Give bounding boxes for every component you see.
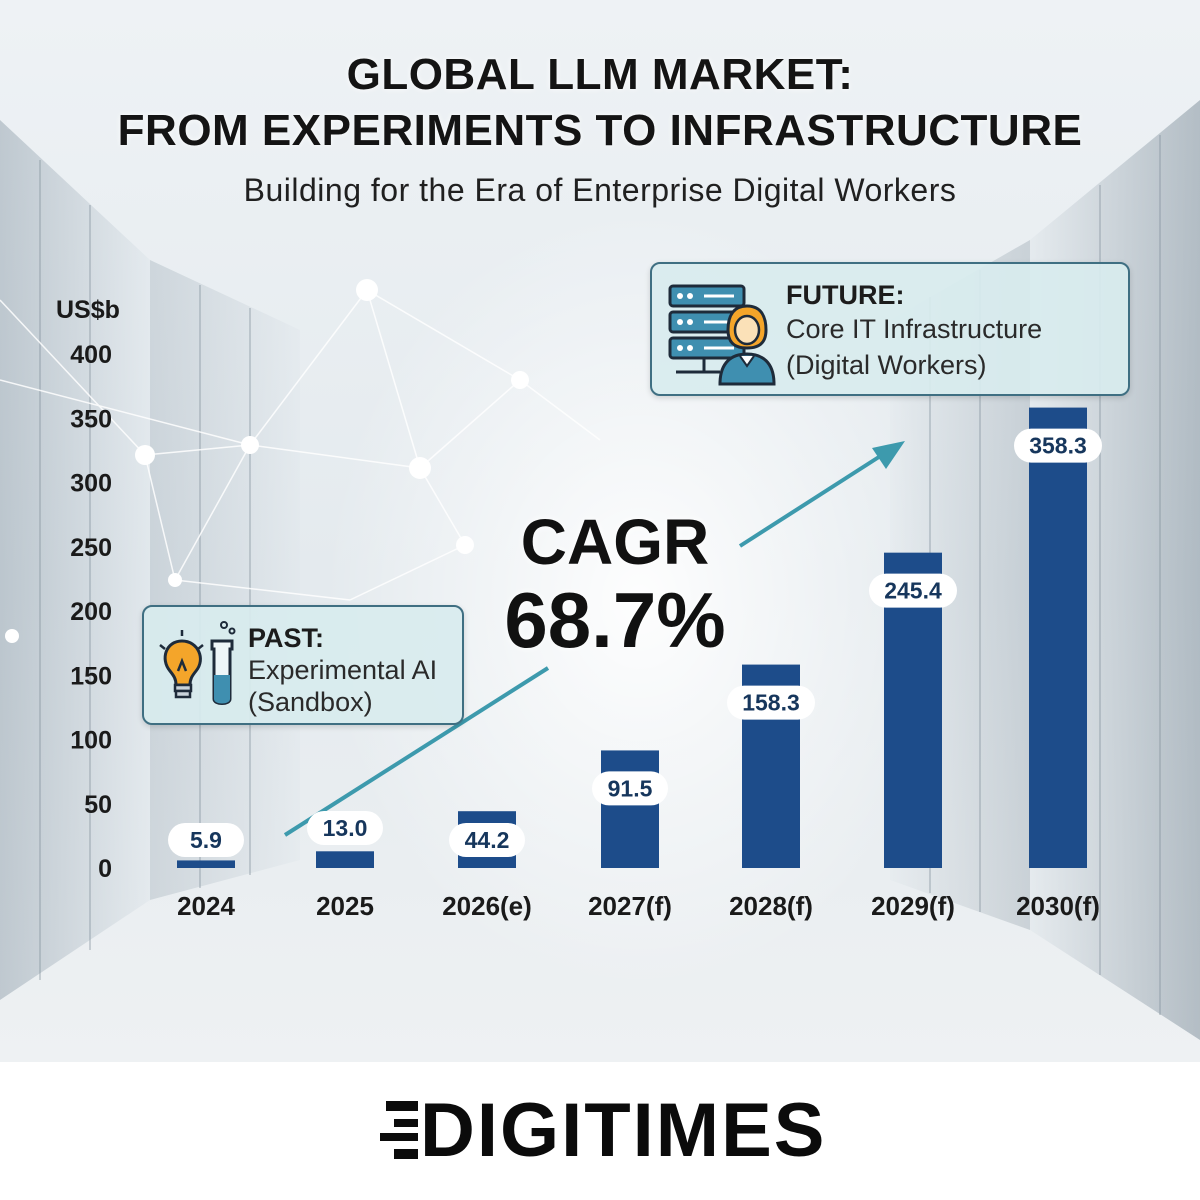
bar-2025 <box>316 851 374 868</box>
bar-2024 <box>177 860 235 868</box>
x-tick-label-2028(f): 2028(f) <box>729 891 813 921</box>
background-scene <box>0 100 1200 1040</box>
data-label-2028(f): 158.3 <box>742 690 800 716</box>
data-label-2029(f): 245.4 <box>884 578 942 604</box>
network-nodes <box>5 279 529 643</box>
left-rack-wall-far <box>150 260 300 900</box>
data-label-2025: 13.0 <box>323 815 368 841</box>
growth-arrow-head <box>872 441 905 469</box>
bars: 5.9 13.0 44.2 91.5 158.3 245.4 358.3 <box>168 407 1102 868</box>
future-heading: FUTURE: <box>786 280 905 310</box>
digitimes-logo-speed-lines-icon <box>380 1101 418 1159</box>
data-label-bg-2026(e) <box>449 823 525 857</box>
y-tick-label-350: 350 <box>70 405 112 433</box>
data-label-2027(f): 91.5 <box>608 775 653 801</box>
x-axis-ticks: 2024 2025 2026(e) 2027(f) 2028(f) 2029(f) 2030… <box>177 891 1100 921</box>
y-axis-unit-label: US$b <box>56 296 120 324</box>
y-tick-label-50: 50 <box>84 791 112 819</box>
bar-2027(f) <box>601 750 659 868</box>
future-line-1: Core IT Infrastructure <box>786 314 1043 344</box>
data-label-2024: 5.9 <box>190 827 222 853</box>
growth-arrow <box>283 441 905 837</box>
growth-arrow-lower-segment <box>283 666 550 837</box>
past-line-1: Experimental AI <box>248 655 438 685</box>
past-line-2: (Sandbox) <box>248 687 373 717</box>
subtitle: Building for the Era of Enterprise Digit… <box>243 172 957 208</box>
y-axis-ticks: 0 50 100 150 200 250 300 350 400 <box>70 341 112 883</box>
data-label-bg-2030(f) <box>1014 428 1102 463</box>
x-tick-label-2026(e): 2026(e) <box>442 891 532 921</box>
digital-worker-icon <box>718 304 776 386</box>
test-tube-icon <box>210 621 236 705</box>
data-label-bg-2024 <box>168 823 244 857</box>
title-line-2: FROM EXPERIMENTS TO INFRASTRUCTURE <box>117 106 1083 155</box>
bar-chart: US$b 0 50 100 150 200 250 300 350 400 5.9 13.0 44.… <box>56 296 1102 921</box>
data-label-bg-2027(f) <box>592 771 668 806</box>
y-tick-label-400: 400 <box>70 341 112 369</box>
data-label-2026(e): 44.2 <box>465 827 510 853</box>
bar-2030(f) <box>1029 407 1087 868</box>
x-tick-label-2025: 2025 <box>316 891 374 921</box>
data-label-bg-2028(f) <box>727 685 815 720</box>
y-tick-label-150: 150 <box>70 662 112 690</box>
footer: DIGITIMES <box>0 1062 1200 1200</box>
past-callout: PAST: Experimental AI (Sandbox) <box>142 605 464 725</box>
title-line-1: GLOBAL LLM MARKET: <box>346 50 854 99</box>
data-label-bg-2029(f) <box>869 573 957 608</box>
data-label-bg-2025 <box>307 811 383 845</box>
x-tick-label-2024: 2024 <box>177 891 235 921</box>
future-line-2: (Digital Workers) <box>786 350 987 380</box>
y-tick-label-100: 100 <box>70 727 112 755</box>
data-label-2030(f): 358.3 <box>1029 433 1087 459</box>
digitimes-logo-text: DIGITIMES <box>420 1088 827 1173</box>
y-tick-label-0: 0 <box>98 855 112 883</box>
x-tick-label-2030(f): 2030(f) <box>1016 891 1100 921</box>
past-heading: PAST: <box>248 623 325 653</box>
lightbulb-icon <box>159 630 204 699</box>
x-tick-label-2029(f): 2029(f) <box>871 891 955 921</box>
cagr-label: CAGR <box>520 506 710 578</box>
x-tick-label-2027(f): 2027(f) <box>588 891 672 921</box>
growth-arrow-upper-segment <box>738 453 884 548</box>
data-center-background <box>0 0 1200 1062</box>
y-tick-label-250: 250 <box>70 534 112 562</box>
future-callout: FUTURE: Core IT Infrastructure (Digital … <box>650 262 1130 396</box>
y-tick-label-200: 200 <box>70 598 112 626</box>
cagr-value: 68.7% <box>504 576 726 664</box>
y-tick-label-300: 300 <box>70 470 112 498</box>
network-mesh <box>0 289 601 601</box>
server-stack-icon <box>668 284 746 374</box>
